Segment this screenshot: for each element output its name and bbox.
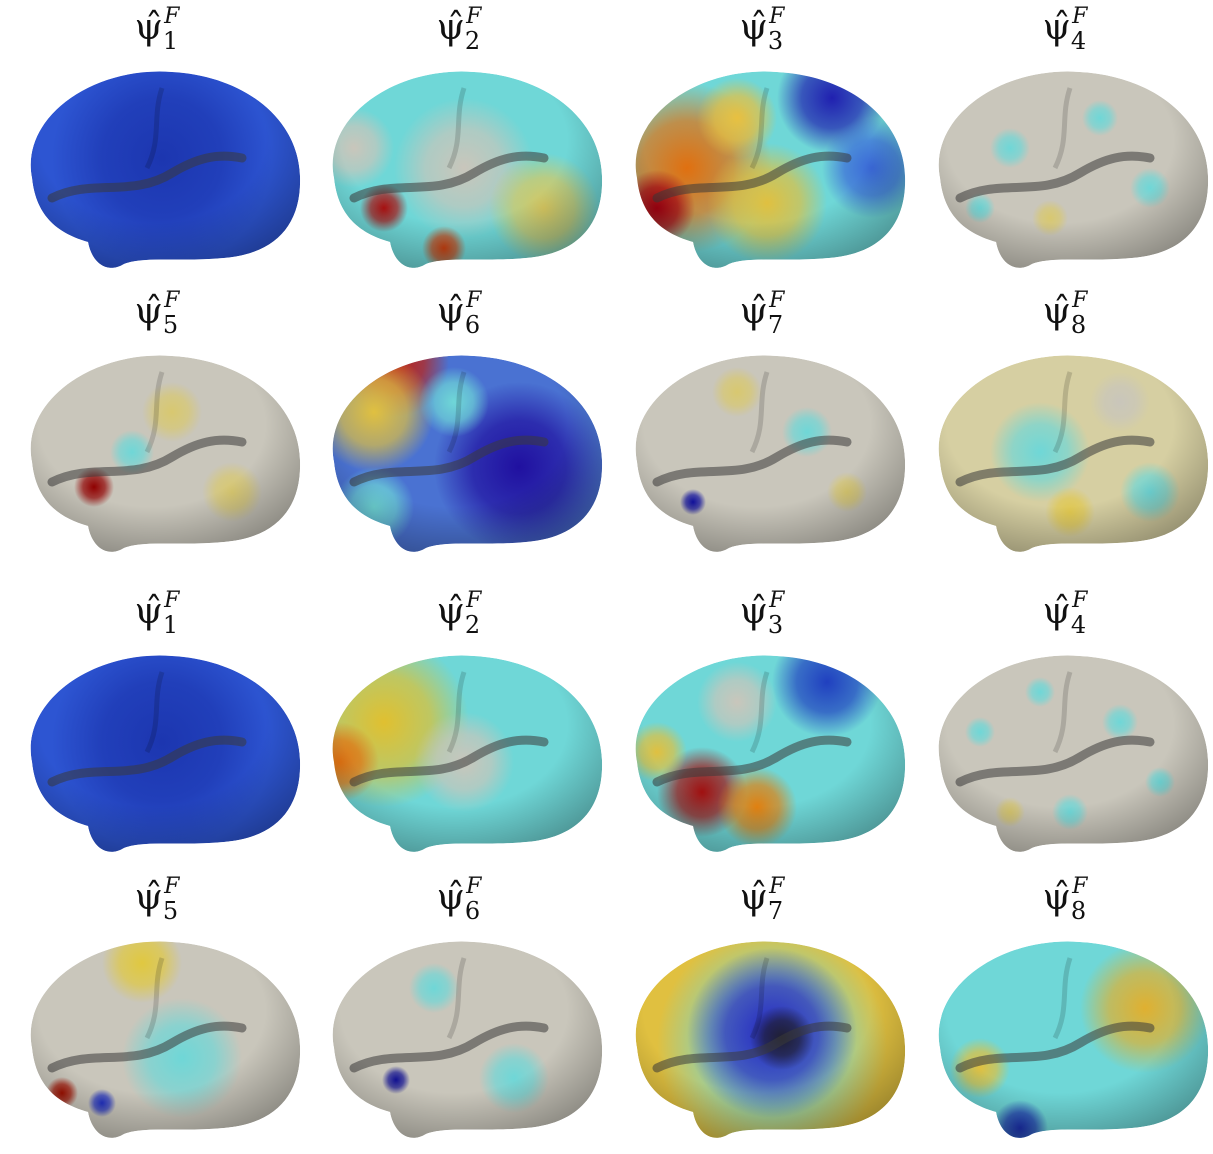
label-superscript: F [1072, 288, 1088, 313]
label-symbol: ψ̂ [739, 877, 768, 918]
label-symbol: ψ̂ [739, 291, 768, 332]
label-symbol: ψ̂ [739, 7, 768, 48]
label-subscript: 2 [464, 27, 481, 55]
label-subscript: 3 [767, 611, 784, 639]
label-symbol: ψ̂ [134, 877, 163, 918]
panel-label: ψ̂2F [359, 588, 559, 639]
brain-surface [30, 71, 301, 268]
panel-label: ψ̂8F [965, 874, 1165, 925]
brain-surface [332, 655, 603, 852]
label-symbol: ψ̂ [739, 591, 768, 632]
panel-label: ψ̂8F [965, 288, 1165, 339]
panel-label: ψ̂3F [662, 588, 862, 639]
label-symbol: ψ̂ [1042, 291, 1071, 332]
label-superscript: F [164, 874, 180, 899]
label-symbol: ψ̂ [436, 591, 465, 632]
brain-surface [332, 355, 603, 552]
label-symbol: ψ̂ [436, 7, 465, 48]
label-subscript: 1 [162, 611, 179, 639]
label-symbol: ψ̂ [134, 7, 163, 48]
label-subscript: 8 [1070, 311, 1087, 339]
brain-surface [938, 71, 1209, 268]
panel-label: ψ̂2F [359, 4, 559, 55]
label-subscript: 5 [162, 897, 179, 925]
panel-label: ψ̂1F [57, 4, 257, 55]
label-subscript: 7 [767, 897, 784, 925]
panel-label: ψ̂4F [965, 588, 1165, 639]
label-subscript: 2 [464, 611, 481, 639]
label-symbol: ψ̂ [436, 877, 465, 918]
panel-label: ψ̂1F [57, 588, 257, 639]
panel-label: ψ̂7F [662, 288, 862, 339]
label-superscript: F [769, 588, 785, 613]
label-superscript: F [466, 288, 482, 313]
brain-surface [30, 941, 301, 1138]
label-superscript: F [769, 4, 785, 29]
label-superscript: F [1072, 588, 1088, 613]
label-superscript: F [164, 588, 180, 613]
label-superscript: F [769, 288, 785, 313]
label-superscript: F [466, 4, 482, 29]
label-subscript: 6 [464, 311, 481, 339]
label-symbol: ψ̂ [436, 291, 465, 332]
label-symbol: ψ̂ [134, 591, 163, 632]
brain-surface [938, 941, 1209, 1138]
label-symbol: ψ̂ [1042, 591, 1071, 632]
brain-surface [30, 655, 301, 852]
brain-surface [938, 655, 1209, 852]
label-subscript: 5 [162, 311, 179, 339]
label-symbol: ψ̂ [1042, 877, 1071, 918]
brain-surface [635, 941, 906, 1138]
label-superscript: F [769, 874, 785, 899]
label-subscript: 6 [464, 897, 481, 925]
label-symbol: ψ̂ [1042, 7, 1071, 48]
label-superscript: F [164, 4, 180, 29]
panel-label: ψ̂4F [965, 4, 1165, 55]
label-superscript: F [466, 874, 482, 899]
panel-label: ψ̂5F [57, 874, 257, 925]
brain-surface [635, 355, 906, 552]
label-subscript: 4 [1070, 27, 1087, 55]
brain-surface [30, 355, 301, 552]
panel-label: ψ̂6F [359, 874, 559, 925]
brain-surface [938, 355, 1209, 552]
panel-label: ψ̂5F [57, 288, 257, 339]
panel-label: ψ̂7F [662, 874, 862, 925]
label-symbol: ψ̂ [134, 291, 163, 332]
label-superscript: F [1072, 4, 1088, 29]
label-subscript: 7 [767, 311, 784, 339]
brain-surface [332, 71, 603, 268]
panel-label: ψ̂3F [662, 4, 862, 55]
brain-surface [635, 71, 906, 268]
label-superscript: F [1072, 874, 1088, 899]
label-subscript: 4 [1070, 611, 1087, 639]
panel-label: ψ̂6F [359, 288, 559, 339]
label-subscript: 3 [767, 27, 784, 55]
label-superscript: F [466, 588, 482, 613]
label-superscript: F [164, 288, 180, 313]
brain-surface [635, 655, 906, 852]
label-subscript: 1 [162, 27, 179, 55]
label-subscript: 8 [1070, 897, 1087, 925]
brain-surface [332, 941, 603, 1138]
